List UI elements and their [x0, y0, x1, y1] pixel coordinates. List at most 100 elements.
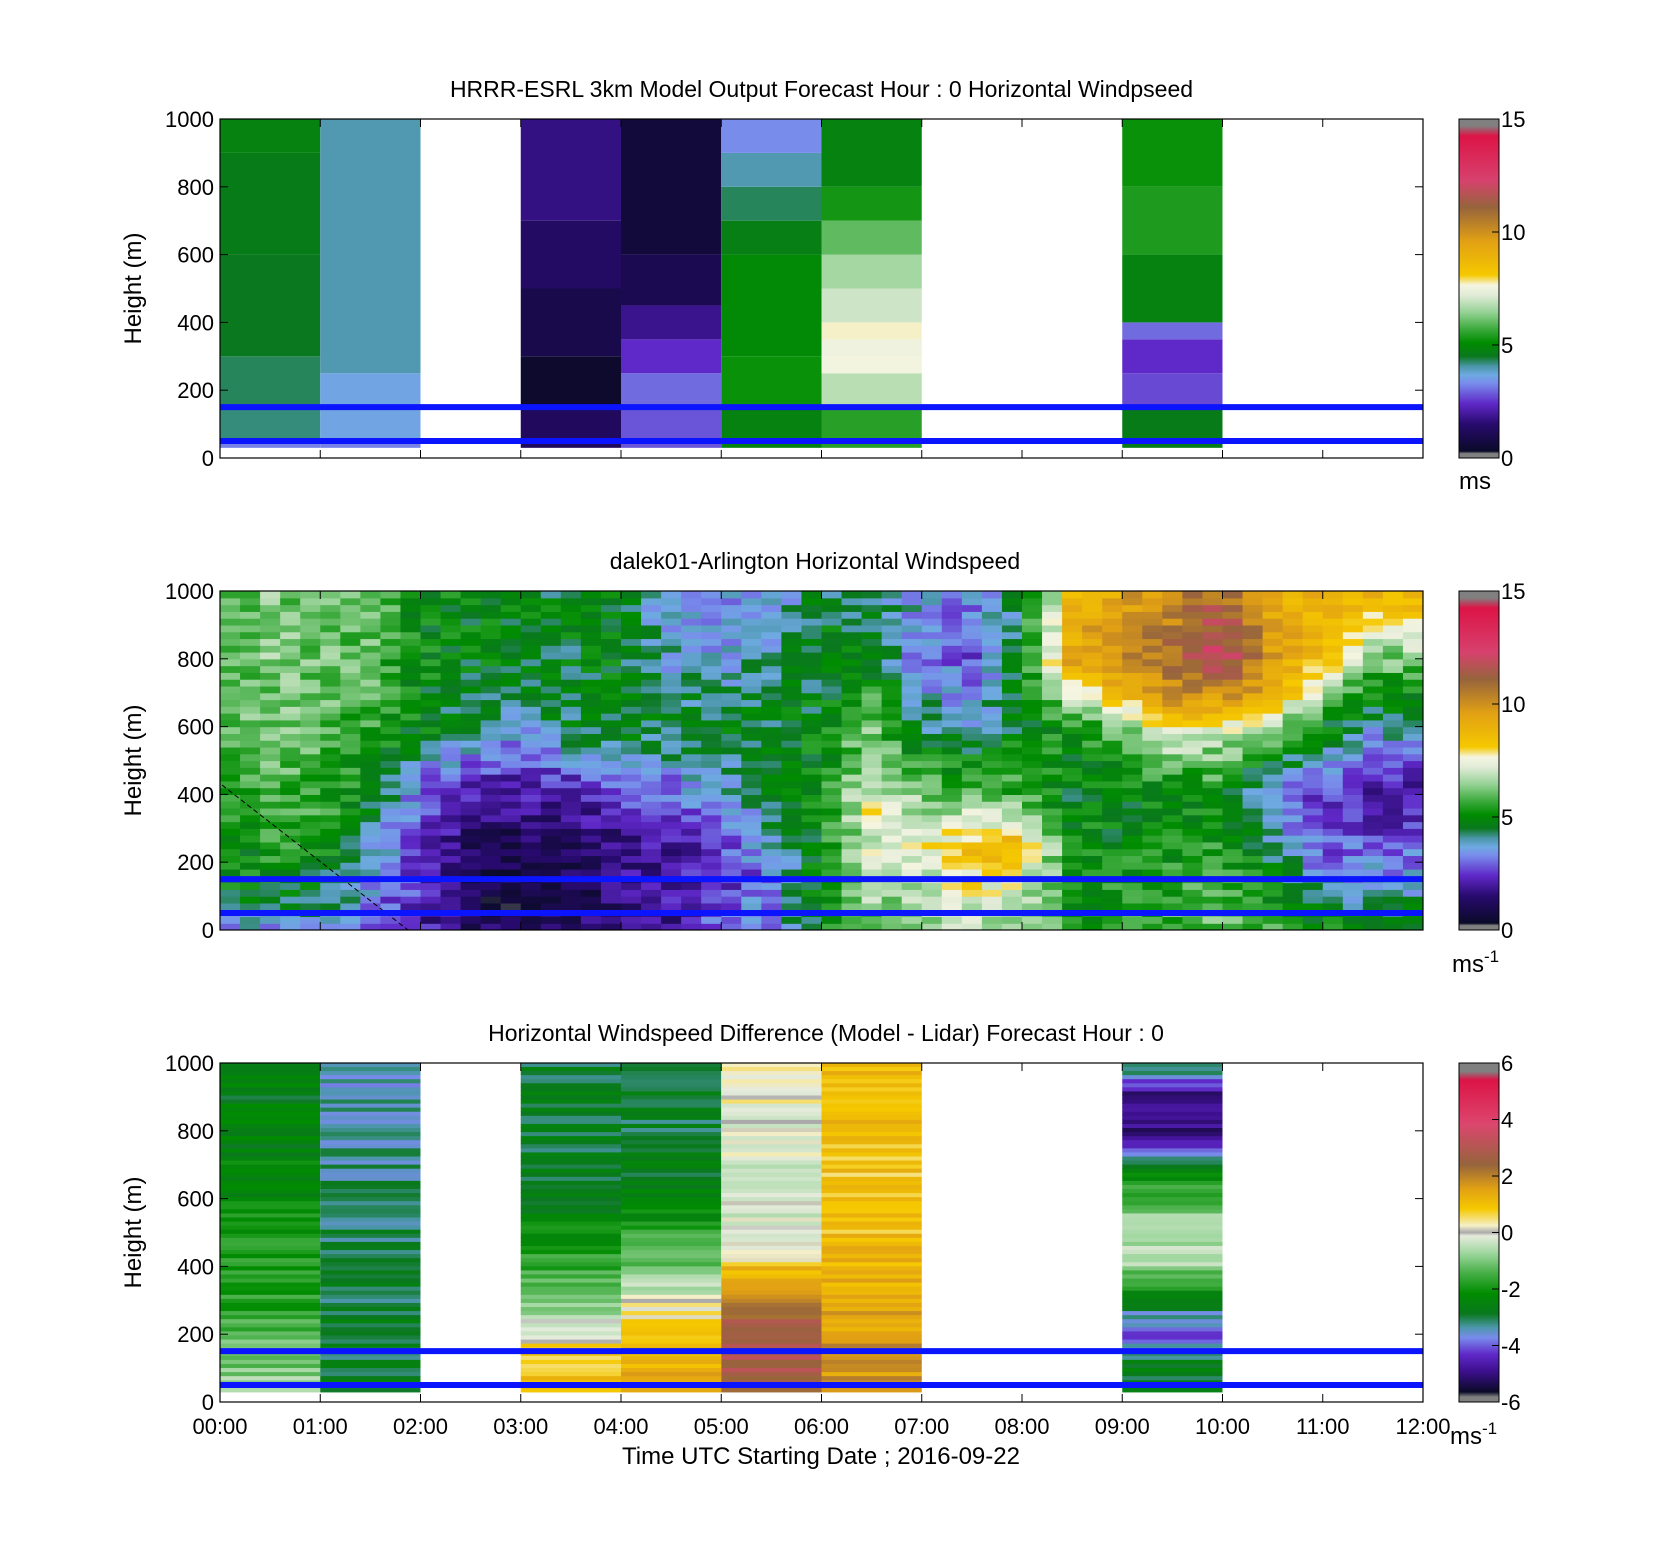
heatmap-cell: [621, 719, 642, 728]
heatmap-cell: [1122, 685, 1143, 694]
heatmap-cell: [1262, 685, 1284, 694]
heatmap-cell: [1182, 719, 1204, 728]
heatmap-cell: [921, 746, 943, 755]
heatmap-cell: [621, 1078, 722, 1084]
heatmap-cell: [1142, 719, 1163, 728]
heatmap-cell: [1142, 618, 1163, 626]
heatmap-cell: [520, 679, 542, 687]
heatmap-cell: [1142, 923, 1163, 930]
heatmap-cell: [540, 679, 562, 687]
heatmap-cell: [1102, 753, 1123, 762]
heatmap-cell: [1402, 889, 1423, 897]
heatmap-cell: [1202, 658, 1224, 667]
heatmap-cell: [881, 706, 903, 714]
heatmap-cell: [1122, 740, 1143, 748]
heatmap-cell: [1322, 774, 1344, 782]
heatmap-cell: [1162, 807, 1183, 816]
heatmap-cell: [1322, 814, 1344, 823]
heatmap-cell: [821, 1241, 922, 1246]
heatmap-cell: [500, 794, 522, 802]
heatmap-cell: [741, 604, 762, 612]
heatmap-cell: [480, 726, 502, 734]
heatmap-cell: [961, 753, 983, 762]
heatmap-cell: [360, 841, 381, 850]
heatmap-cell: [400, 658, 422, 667]
heatmap-cell: [1222, 658, 1244, 667]
heatmap-cell: [721, 726, 742, 734]
heatmap-cell: [621, 591, 642, 599]
heatmap-cell: [721, 1326, 822, 1332]
heatmap-cell: [801, 801, 823, 809]
heatmap-cell: [1242, 902, 1264, 911]
heatmap-cell: [320, 119, 421, 374]
heatmap-cell: [1222, 902, 1244, 911]
heatmap-cell: [520, 1147, 621, 1153]
heatmap-cell: [220, 1241, 321, 1246]
heatmap-cell: [500, 889, 522, 897]
heatmap-cell: [741, 713, 762, 721]
heatmap-cell: [1182, 740, 1204, 748]
heatmap-cell: [520, 746, 542, 755]
heatmap-cell: [580, 787, 602, 795]
heatmap-cell: [300, 814, 321, 823]
heatmap-cell: [941, 658, 963, 667]
heatmap-cell: [400, 604, 422, 612]
heatmap-cell: [240, 801, 261, 809]
heatmap-cell: [901, 862, 923, 870]
heatmap-cell: [1122, 1310, 1223, 1316]
heatmap-cell: [340, 902, 361, 911]
heatmap-cell: [741, 618, 762, 626]
heatmap-cell: [580, 679, 602, 687]
heatmap-cell: [1302, 638, 1324, 646]
heatmap-cell: [220, 1367, 321, 1373]
heatmap-cell: [1162, 896, 1183, 904]
heatmap-cell: [520, 841, 542, 850]
heatmap-cell: [1402, 848, 1423, 857]
heatmap-cell: [600, 923, 622, 930]
heatmap-cell: [540, 760, 562, 768]
heatmap-cell: [420, 862, 442, 870]
heatmap-cell: [1382, 652, 1404, 660]
heatmap-cell: [320, 1220, 421, 1226]
heatmap-cell: [1182, 591, 1204, 599]
heatmap-cell: [220, 1294, 321, 1299]
colorbar-tick-label: 15: [1501, 579, 1525, 604]
heatmap-cell: [320, 1229, 421, 1234]
heatmap-cell: [821, 692, 843, 701]
heatmap-cell: [721, 1143, 822, 1149]
heatmap-cell: [1062, 645, 1083, 653]
heatmap-cell: [901, 794, 923, 802]
heatmap-cell: [781, 801, 803, 809]
heatmap-cell: [941, 597, 963, 606]
heatmap-cell: [1122, 1135, 1223, 1141]
heatmap-cell: [400, 679, 422, 687]
heatmap-cell: [761, 807, 782, 816]
heatmap-cell: [320, 1306, 421, 1312]
heatmap-cell: [1082, 767, 1103, 775]
heatmap-cell: [981, 624, 1003, 633]
heatmap-cell: [1322, 760, 1344, 768]
heatmap-cell: [621, 1310, 722, 1316]
heatmap-cell: [1042, 746, 1063, 755]
heatmap-cell: [921, 713, 943, 721]
heatmap-cell: [220, 1371, 321, 1377]
heatmap-cell: [1382, 760, 1404, 768]
heatmap-cell: [761, 658, 782, 667]
heatmap-cell: [981, 692, 1003, 701]
heatmap-cell: [1342, 882, 1364, 890]
heatmap-cell: [520, 1330, 621, 1336]
heatmap-cell: [1022, 631, 1043, 640]
heatmap-cell: [1022, 862, 1043, 870]
heatmap-cell: [420, 665, 442, 673]
heatmap-cell: [841, 679, 863, 687]
heatmap-cell: [1042, 916, 1063, 924]
heatmap-cell: [1122, 1188, 1223, 1194]
heatmap-cell: [981, 814, 1003, 823]
heatmap-cell: [941, 923, 963, 930]
heatmap-cell: [821, 733, 843, 741]
heatmap-cell: [621, 1379, 722, 1385]
heatmap-cell: [821, 821, 843, 829]
heatmap-cell: [961, 624, 983, 633]
heatmap-cell: [741, 801, 762, 809]
heatmap-cell: [1062, 624, 1083, 633]
